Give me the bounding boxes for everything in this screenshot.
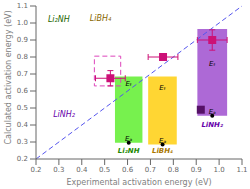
svg-text:1.1: 1.1 xyxy=(17,2,28,10)
svg-text:Eₐ: Eₐ xyxy=(159,137,166,145)
svg-text:LiNH₂: LiNH₂ xyxy=(53,110,76,119)
svg-text:0.5: 0.5 xyxy=(17,104,28,112)
svg-text:0.5: 0.5 xyxy=(99,166,110,174)
svg-text:0.2: 0.2 xyxy=(17,155,28,163)
svg-text:0.6: 0.6 xyxy=(122,166,134,174)
svg-text:LiBH₄: LiBH₄ xyxy=(152,147,173,155)
svg-text:0.9: 0.9 xyxy=(17,36,28,44)
svg-text:Eₜ: Eₜ xyxy=(209,60,216,68)
svg-text:LiBH₄: LiBH₄ xyxy=(90,14,112,23)
svg-text:LiNH₂: LiNH₂ xyxy=(201,121,224,129)
svg-text:0.6: 0.6 xyxy=(17,87,29,95)
svg-text:0.8: 0.8 xyxy=(168,166,179,174)
svg-text:Li₂NH: Li₂NH xyxy=(118,147,140,155)
svg-text:Eₜ: Eₜ xyxy=(159,84,166,92)
svg-text:0.4: 0.4 xyxy=(17,121,29,129)
svg-text:Li₂NH: Li₂NH xyxy=(48,15,70,24)
svg-text:0.8: 0.8 xyxy=(17,53,28,61)
svg-text:Calculated activation energy (: Calculated activation energy (eV) xyxy=(8,10,13,144)
svg-text:0.9: 0.9 xyxy=(191,166,202,174)
svg-text:0.7: 0.7 xyxy=(145,166,156,174)
svg-text:0.3: 0.3 xyxy=(53,166,64,174)
svg-text:0.2: 0.2 xyxy=(30,166,41,174)
svg-text:Experimental activation energy: Experimental activation energy (eV) xyxy=(66,178,211,187)
svg-text:1.1: 1.1 xyxy=(236,166,242,174)
svg-text:1.0: 1.0 xyxy=(17,19,28,27)
svg-text:0.7: 0.7 xyxy=(17,70,28,78)
svg-text:Eₜ: Eₜ xyxy=(125,80,132,88)
svg-text:Eₐ: Eₐ xyxy=(125,135,132,143)
svg-text:Eₐ: Eₐ xyxy=(209,108,216,116)
svg-text:1.0: 1.0 xyxy=(214,166,225,174)
svg-text:0.3: 0.3 xyxy=(17,138,28,146)
svg-text:0.4: 0.4 xyxy=(76,166,88,174)
